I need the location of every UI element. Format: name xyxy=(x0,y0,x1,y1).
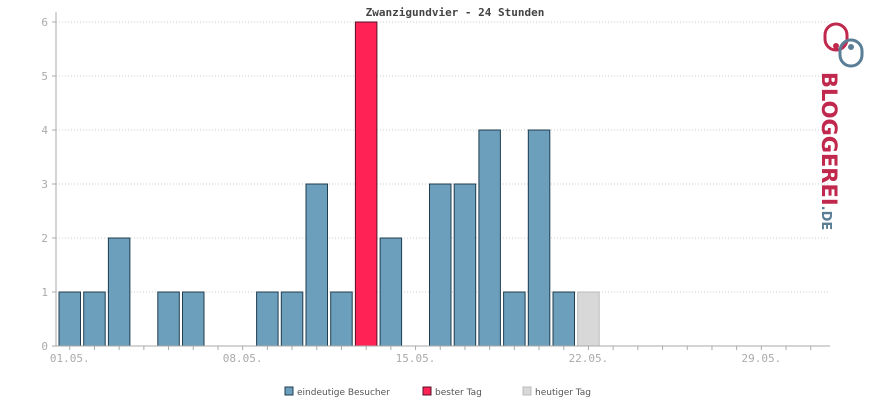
y-tick-label: 0 xyxy=(41,340,48,353)
y-tick-label: 5 xyxy=(41,70,48,83)
y-tick-label: 2 xyxy=(41,232,48,245)
bar xyxy=(453,183,477,347)
bars xyxy=(58,21,600,347)
bar-today xyxy=(577,291,600,347)
x-tick-label: 29.05. xyxy=(741,352,781,365)
bar xyxy=(503,291,526,347)
bar xyxy=(330,291,353,347)
legend-label: bester Tag xyxy=(435,388,482,398)
legend-label: eindeutige Besucher xyxy=(297,388,390,398)
bar xyxy=(157,291,180,347)
legend: eindeutige Besucher bester Tag heutiger Ta… xyxy=(284,386,591,398)
bar xyxy=(107,237,131,347)
bar xyxy=(527,129,551,347)
legend-label: heutiger Tag xyxy=(535,388,591,398)
bar xyxy=(429,183,452,347)
bar xyxy=(83,291,106,347)
x-tick-label: 15.05. xyxy=(396,352,436,365)
x-tick-label: 22.05. xyxy=(569,352,609,365)
y-tick-label: 4 xyxy=(41,124,48,137)
bar xyxy=(256,291,279,347)
legend-swatch xyxy=(422,386,432,396)
x-tick-label: 01.05. xyxy=(50,352,90,365)
bloggerei-logo[interactable]: BLOGGEREI.DE xyxy=(817,22,864,230)
logo-suffix: .DE xyxy=(818,206,833,231)
x-axis-ticks: 01.05. 08.05. 15.05. 22.05. 29.05. xyxy=(50,346,812,365)
logo-text: BLOGGEREI.DE xyxy=(817,72,841,230)
y-tick-label: 6 xyxy=(41,16,48,29)
chart-title: Zwanzigundvier - 24 Stunden xyxy=(366,6,545,19)
x-tick-label: 08.05. xyxy=(223,352,263,365)
y-tick-label: 3 xyxy=(41,178,48,191)
axes xyxy=(55,12,830,347)
bar xyxy=(379,237,403,347)
bar-best-day xyxy=(354,21,378,347)
legend-swatch xyxy=(522,386,532,396)
bar xyxy=(58,291,81,347)
y-axis-ticks: 0 1 2 3 4 5 6 xyxy=(41,16,56,353)
y-tick-label: 1 xyxy=(41,286,48,299)
bar xyxy=(280,291,304,347)
bar xyxy=(478,129,501,347)
bar xyxy=(305,183,328,347)
logo-icon xyxy=(823,22,864,68)
bar xyxy=(182,291,205,347)
legend-swatch xyxy=(284,386,294,396)
bar xyxy=(552,291,575,347)
